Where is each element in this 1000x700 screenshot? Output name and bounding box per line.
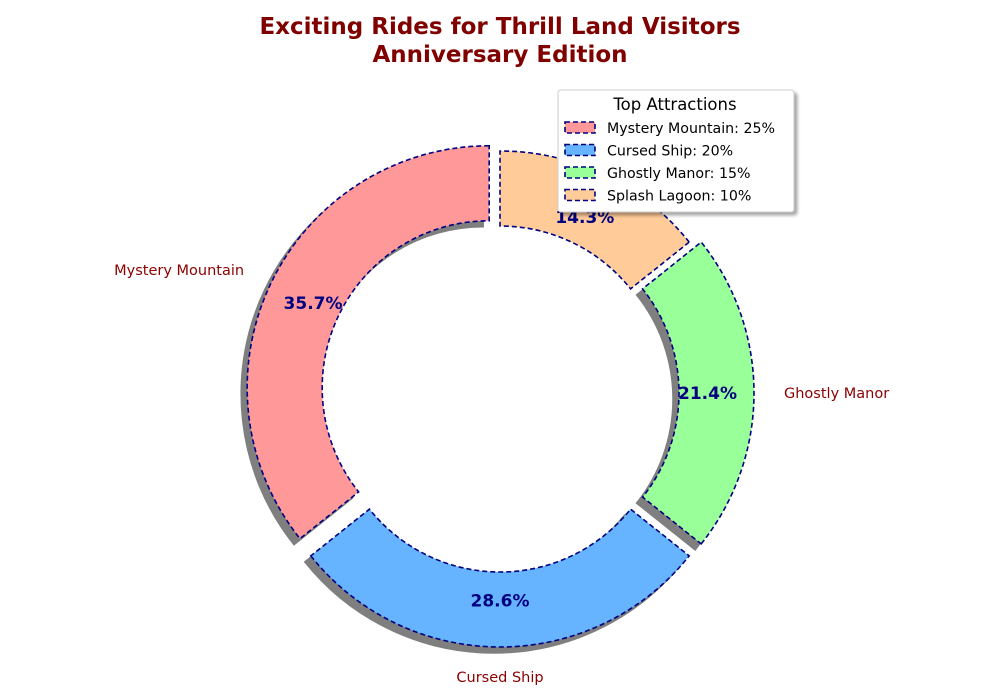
slices-group [246, 144, 755, 648]
outer-labels: Mystery Mountain Cursed Ship Ghostly Manor [114, 263, 889, 686]
legend-swatch-splash-lagoon [564, 188, 596, 202]
outer-label-ghostly-manor: Ghostly Manor [784, 386, 889, 402]
legend-swatch-mystery-mountain [564, 121, 596, 134]
legend-swatch-ghostly-manor [564, 166, 596, 179]
legend-label-ghostly-manor: Ghostly Manor: 15% [607, 166, 750, 182]
legend-swatch-cursed-ship [564, 143, 596, 157]
slice-ghostly-manor [641, 240, 755, 546]
legend-label-mystery-mountain: Mystery Mountain: 25% [607, 121, 775, 137]
legend-entries: Mystery Mountain: 25% Cursed Ship: 20% Gho… [564, 121, 775, 205]
percent-label-mystery-mountain: 35.7% [284, 294, 343, 314]
chart-title: Exciting Rides for Thrill Land Visitors [259, 14, 740, 40]
outer-label-mystery-mountain: Mystery Mountain [114, 263, 244, 279]
legend-box [557, 89, 795, 213]
slice-mystery-mountain [246, 144, 490, 540]
percent-labels: 35.7% 28.6% 21.4% 14.3% [284, 208, 737, 612]
legend-title: Top Attractions [612, 95, 736, 114]
outer-label-cursed-ship: Cursed Ship [456, 670, 543, 686]
percent-label-cursed-ship: 28.6% [471, 592, 530, 612]
legend: Top Attractions Mystery Mountain: 25% Cur… [557, 89, 795, 213]
percent-label-ghostly-manor: 21.4% [678, 384, 737, 404]
slice-cursed-ship [309, 507, 691, 648]
legend-label-cursed-ship: Cursed Ship: 20% [607, 144, 733, 160]
percent-label-splash-lagoon: 14.3% [555, 208, 614, 228]
chart-subtitle: Anniversary Edition [372, 42, 627, 68]
legend-label-splash-lagoon: Splash Lagoon: 10% [607, 189, 751, 205]
